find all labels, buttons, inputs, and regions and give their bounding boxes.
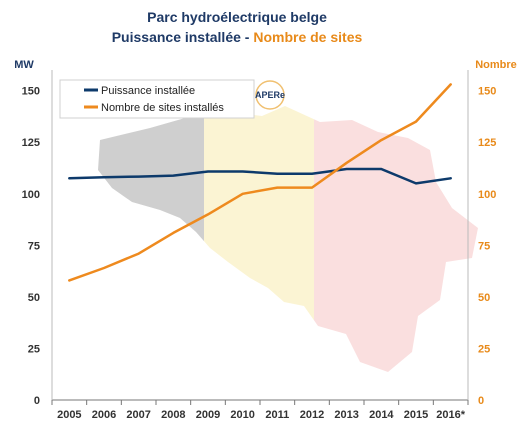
x-tick-label-2007: 2007 <box>126 409 150 421</box>
left-tick-label-125: 125 <box>22 137 40 149</box>
left-tick-label-50: 50 <box>28 292 40 304</box>
chart-title: Parc hydroélectrique belge <box>147 9 327 25</box>
right-tick-label-75: 75 <box>478 240 490 252</box>
legend-label-power: Puissance installée <box>101 85 195 97</box>
series-line-power <box>68 167 452 185</box>
apere-logo-text: APERe <box>255 90 285 100</box>
left-axis: 0 25 50 75 100 125 150 <box>22 86 40 407</box>
left-axis-unit: MW <box>14 59 34 71</box>
flag-yellow-band <box>204 106 314 372</box>
x-tick-label-2008: 2008 <box>161 409 185 421</box>
series-line-sites <box>68 83 452 282</box>
left-tick-label-75: 75 <box>28 240 40 252</box>
x-tick-label-2016: 2016* <box>436 409 465 421</box>
flag-black-band <box>98 106 204 372</box>
x-tick-label-2012: 2012 <box>300 409 324 421</box>
x-tick-label-2011: 2011 <box>265 409 289 421</box>
legend-box <box>59 79 255 119</box>
x-tick-label-2013: 2013 <box>334 409 358 421</box>
subtitle-part-sites: Nombre de sites <box>253 29 362 45</box>
right-tick-label-50: 50 <box>478 292 490 304</box>
chart-subtitle: Puissance installée - Nombre de sites <box>112 29 363 45</box>
series-layer <box>68 83 452 282</box>
legend-label-sites: Nombre de sites installés <box>101 102 224 114</box>
left-tick-label-100: 100 <box>22 189 40 201</box>
x-tick-label-2014: 2014 <box>369 409 394 421</box>
right-tick-label-25: 25 <box>478 343 490 355</box>
subtitle-part-power: Puissance installée - <box>112 29 254 45</box>
x-tick-label-2009: 2009 <box>196 409 220 421</box>
apere-logo: APERe <box>255 80 285 110</box>
x-tick-label-2010: 2010 <box>230 409 254 421</box>
apere-logo-circle <box>255 80 285 110</box>
x-tick-label-2005: 2005 <box>57 409 81 421</box>
left-tick-label-0: 0 <box>34 395 40 407</box>
left-tick-label-150: 150 <box>22 86 40 98</box>
left-tick-label-25: 25 <box>28 343 40 355</box>
x-axis: 2005 2006 2007 2008 2009 2010 2011 2012 2013 2014… <box>51 400 469 421</box>
right-tick-label-125: 125 <box>478 137 496 149</box>
right-axis: 0 25 50 75 100 125 150 <box>478 86 496 407</box>
x-tick-label-2006: 2006 <box>92 409 116 421</box>
x-tick-label-2015: 2015 <box>404 409 428 421</box>
belgium-map-background <box>98 106 478 372</box>
flag-red-band <box>314 106 478 372</box>
right-tick-label-100: 100 <box>478 189 496 201</box>
right-axis-unit: Nombre <box>475 59 517 71</box>
right-tick-label-0: 0 <box>478 395 484 407</box>
legend: Puissance installée Nombre de sites inst… <box>59 79 255 119</box>
right-tick-label-150: 150 <box>478 86 496 98</box>
